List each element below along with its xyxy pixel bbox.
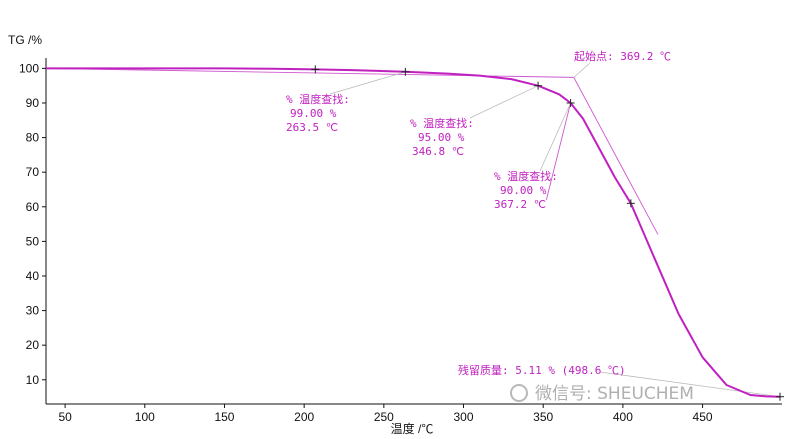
leader-residue <box>599 371 781 398</box>
leader-99 <box>329 71 406 95</box>
y-tick-label-10: 10 <box>26 373 40 387</box>
annotation-90-line1: % 温度查找: <box>494 169 558 183</box>
annotation-99-line3: 263.5 ℃ <box>286 121 338 134</box>
y-tick-label-30: 30 <box>26 304 40 318</box>
annotation-99-line1: % 温度查找: <box>286 92 350 106</box>
x-tick-label-450: 450 <box>693 410 713 424</box>
annotation-99: % 温度查找: 99.00 % 263.5 ℃ <box>286 92 350 134</box>
onset-construction-lines <box>45 67 659 235</box>
y-tick-label-80: 80 <box>26 131 40 145</box>
y-tick-label-50: 50 <box>26 234 40 248</box>
x-tick-label-150: 150 <box>214 410 234 424</box>
x-tick-label-100: 100 <box>135 410 155 424</box>
leader-onset <box>573 62 591 78</box>
annotation-95-line1: % 温度查找: <box>410 116 474 130</box>
annotation-95: % 温度查找: 95.00 % 346.8 ℃ <box>410 116 474 158</box>
onset-guide-line <box>545 102 572 200</box>
curve-marker-2 <box>534 81 543 90</box>
x-tick-label-300: 300 <box>454 410 474 424</box>
x-ticks: 50 100 150 200 250 300 350 400 450 <box>58 404 713 424</box>
curve-marker-1 <box>401 67 410 76</box>
curve-marker-5 <box>776 392 784 401</box>
series-group <box>46 67 781 398</box>
y-ticks: 10 20 30 40 50 60 70 80 90 100 <box>19 61 46 387</box>
series-line-0 <box>46 67 781 398</box>
annotation-90-line2: 90.00 % <box>500 184 547 197</box>
leader-90 <box>539 102 571 172</box>
x-tick-label-200: 200 <box>294 410 314 424</box>
annotation-onset: 起始点: 369.2 ℃ <box>574 49 671 63</box>
y-tick-label-60: 60 <box>26 200 40 214</box>
watermark-text: 微信号: SHEUCHEM <box>535 384 694 404</box>
x-tick-label-250: 250 <box>374 410 394 424</box>
x-tick-label-50: 50 <box>58 410 72 424</box>
annotation-residue: 残留质量: 5.11 % (498.6 ℃) <box>458 363 626 377</box>
y-tick-label-20: 20 <box>26 338 40 352</box>
wechat-icon <box>510 384 528 402</box>
annotation-90-line3: 367.2 ℃ <box>494 198 546 211</box>
x-axis-title: 温度 /℃ <box>391 421 434 436</box>
y-tick-label-100: 100 <box>19 61 39 75</box>
annotation-99-line2: 99.00 % <box>290 107 337 120</box>
curve-marker-0 <box>311 65 320 74</box>
x-tick-label-350: 350 <box>533 410 553 424</box>
y-axis-title: TG /% <box>8 33 42 47</box>
annotation-95-line2: 95.00 % <box>418 131 465 144</box>
annotation-95-line3: 346.8 ℃ <box>412 145 464 158</box>
watermark: 微信号: SHEUCHEM <box>510 384 694 404</box>
curve-marker-3 <box>566 98 575 107</box>
curve-marker-4 <box>626 199 635 208</box>
y-tick-label-90: 90 <box>26 96 40 110</box>
onset-tangent-line <box>573 77 659 235</box>
x-tick-label-400: 400 <box>613 410 633 424</box>
y-tick-label-40: 40 <box>26 269 40 283</box>
annotation-leaders <box>329 62 781 398</box>
leader-95 <box>469 85 539 119</box>
y-tick-label-70: 70 <box>26 165 40 179</box>
curve-markers <box>311 65 784 401</box>
annotation-90: % 温度查找: 90.00 % 367.2 ℃ <box>494 169 558 211</box>
